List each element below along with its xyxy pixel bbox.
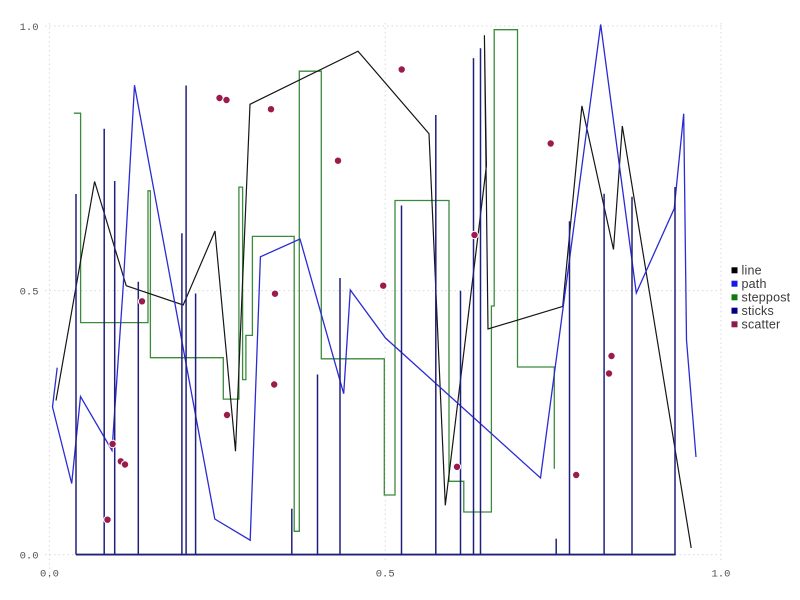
svg-text:1.0: 1.0 [20, 22, 39, 34]
svg-text:0.0: 0.0 [40, 569, 59, 581]
svg-text:0.5: 0.5 [376, 569, 395, 581]
svg-text:0.5: 0.5 [20, 286, 39, 298]
svg-text:sticks: sticks [742, 304, 774, 318]
svg-text:0.0: 0.0 [20, 550, 39, 562]
svg-text:1.0: 1.0 [712, 569, 731, 581]
svg-text:scatter: scatter [742, 318, 781, 332]
svg-text:steppost: steppost [742, 291, 791, 305]
svg-text:line: line [742, 264, 762, 278]
svg-text:path: path [742, 277, 767, 291]
